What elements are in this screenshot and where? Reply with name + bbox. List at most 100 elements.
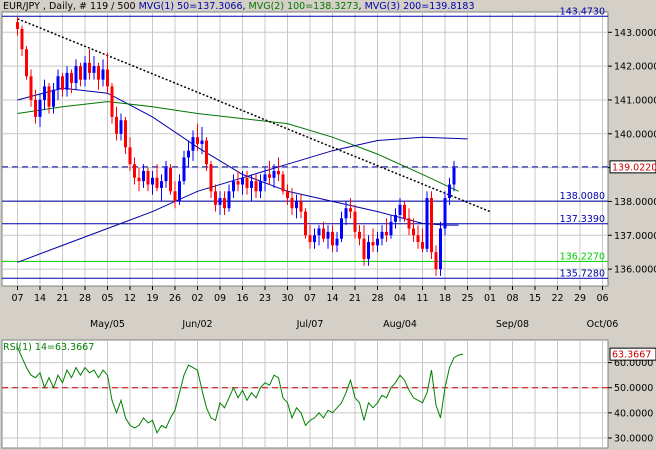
- candle-body: [56, 76, 60, 90]
- candle-body: [200, 140, 204, 144]
- candle-body: [191, 137, 195, 151]
- candle-body: [304, 211, 307, 236]
- candle-body: [421, 242, 424, 249]
- candle-body: [124, 120, 127, 148]
- date-tick-label: 16: [236, 293, 248, 304]
- date-tick-label: 04: [394, 293, 406, 304]
- candle-body: [43, 86, 46, 100]
- rsi-panel: [1, 339, 609, 449]
- candle-body: [376, 238, 379, 246]
- candle-body: [263, 174, 267, 182]
- candle-body: [434, 252, 438, 270]
- candle-body: [97, 66, 100, 80]
- price-y-tick-label: 136.0000: [614, 265, 656, 276]
- candle-body: [236, 181, 240, 185]
- candle-body: [371, 242, 375, 246]
- price-y-tick-label: 137.0000: [614, 231, 656, 242]
- candle-body: [272, 170, 276, 178]
- candle-body: [430, 198, 433, 253]
- candle-body: [241, 177, 244, 185]
- candle-body: [349, 208, 352, 212]
- date-tick-label: 21: [349, 293, 361, 304]
- candle-body: [106, 69, 109, 87]
- date-tick-label: 07: [11, 293, 23, 304]
- candle-body: [169, 167, 172, 192]
- candle-body: [88, 62, 91, 73]
- price-y-tick-label: 142.0000: [614, 62, 656, 73]
- candle-body: [308, 235, 312, 243]
- price-y-tick-label: 138.0000: [614, 197, 656, 208]
- date-tick-label: 01: [484, 293, 496, 304]
- candle-body: [137, 177, 141, 182]
- month-label: May/05: [90, 319, 125, 330]
- candle-body: [448, 184, 451, 199]
- level-label: 137.3390: [560, 214, 605, 225]
- date-tick-label: 30: [281, 293, 293, 304]
- candle-body: [196, 137, 199, 144]
- rsi-y-tick-label: 50.0000: [614, 383, 653, 394]
- date-tick-label: 23: [259, 293, 271, 304]
- price-y-tick-label: 143.0000: [614, 28, 656, 39]
- horizontal-levels: [2, 15, 608, 279]
- price-y-tick-label: 141.0000: [614, 95, 656, 106]
- date-tick-label: 11: [416, 293, 428, 304]
- rsi-header: RSI(1) 14=63.3667: [3, 342, 94, 353]
- date-tick-label: 05: [101, 293, 113, 304]
- date-tick-label: 12: [124, 293, 136, 304]
- candle-body: [358, 231, 361, 239]
- candle-body: [367, 242, 370, 259]
- date-tick-label: 02: [191, 293, 203, 304]
- candle-body: [335, 238, 339, 246]
- month-label: Jul/07: [296, 319, 324, 330]
- candle-body: [443, 198, 447, 229]
- candle-body: [218, 198, 222, 205]
- candle-body: [101, 69, 105, 80]
- candle-body: [133, 164, 136, 178]
- candle-body: [187, 150, 190, 158]
- candle-body: [317, 228, 321, 236]
- moving-average-line: [17, 101, 459, 192]
- candle-body: [245, 177, 249, 188]
- candle-body: [250, 181, 253, 188]
- candle-body: [34, 99, 37, 117]
- candle-body: [394, 214, 397, 222]
- candle-body: [70, 72, 73, 84]
- date-tick-label: 09: [214, 293, 226, 304]
- candle-body: [452, 167, 456, 185]
- candle-body: [173, 191, 177, 202]
- candle-body: [331, 231, 334, 246]
- candle-body: [416, 235, 420, 243]
- candle-body: [268, 174, 271, 178]
- candle-body: [52, 89, 55, 107]
- candle-body: [65, 72, 69, 90]
- candle-body: [254, 181, 258, 192]
- candle-body: [295, 201, 298, 209]
- date-tick-label: 08: [506, 293, 518, 304]
- candle-body: [47, 86, 51, 107]
- candle-body: [326, 231, 330, 239]
- date-axis: 07 14 21 28 05 12 19 26 02 09 16 23 30 07 14 21 28 04 11 18…: [11, 286, 618, 330]
- candle-body: [164, 167, 168, 182]
- candle-body: [385, 231, 388, 236]
- candle-body: [389, 221, 393, 236]
- candle-body: [412, 228, 415, 236]
- candle-body: [439, 228, 442, 270]
- candle-body: [151, 177, 154, 185]
- candle-body: [290, 198, 294, 209]
- date-tick-label: 15: [529, 293, 541, 304]
- trendline-dotted: [17, 18, 491, 213]
- candle-body: [16, 22, 19, 29]
- rsi-line: [17, 347, 464, 435]
- rsi-y-tick-label: 30.0000: [614, 433, 653, 444]
- date-tick-label: 28: [79, 293, 91, 304]
- candle-body: [182, 157, 186, 182]
- candle-body: [110, 86, 114, 117]
- date-tick-label: 22: [551, 293, 563, 304]
- candle-body: [313, 235, 316, 243]
- level-label: 136.2270: [560, 251, 605, 262]
- date-tick-label: 28: [371, 293, 383, 304]
- candle-body: [223, 198, 226, 209]
- candle-body: [403, 204, 406, 219]
